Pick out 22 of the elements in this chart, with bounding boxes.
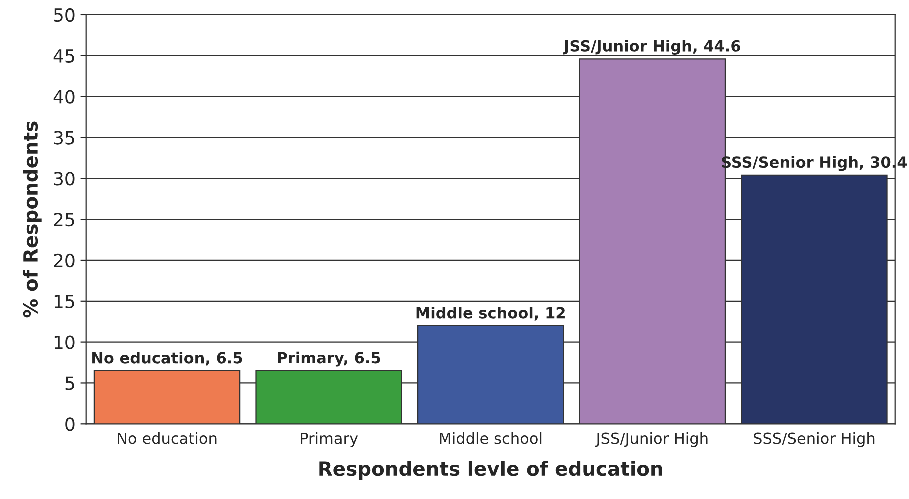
y-tick-label: 15 [54,295,74,309]
y-tick-label: 50 [54,8,75,22]
x-tick-label: Primary [301,432,358,448]
y-tick-label: 35 [54,131,74,145]
x-tick-label: Middle school [440,432,542,444]
y-tick-label: 30 [54,172,75,186]
y-tick-label: 45 [54,50,74,64]
x-axis-title: Respondents levle of education [320,461,662,480]
y-tick-label: 10 [54,336,75,350]
y-tick-label: 20 [54,254,75,268]
data-label: Middle school, 12 [416,306,565,321]
x-tick-label: JSS/Junior High [595,432,708,448]
y-axis-title: % of Respondents [23,122,42,318]
x-tick-label: SSS/Senior High [754,432,875,448]
data-label: Primary, 6.5 [278,352,380,367]
data-label: JSS/Junior High, 44.6 [563,40,740,55]
y-tick-label: 25 [54,213,74,227]
x-tick-label: No education [118,432,217,444]
y-tick-label: 5 [66,376,74,390]
data-label: No education, 6.5 [92,352,242,366]
y-tick-label: 0 [66,418,75,432]
y-tick-label: 40 [54,90,75,104]
